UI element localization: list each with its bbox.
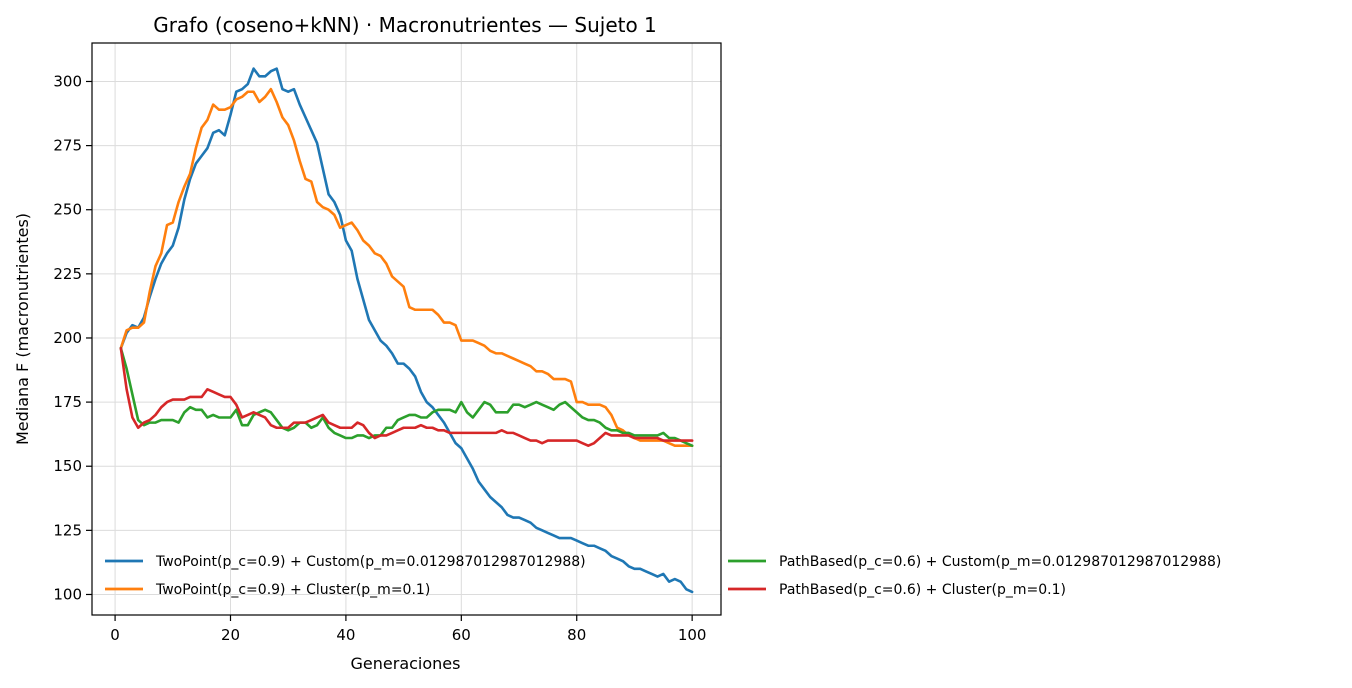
y-tick-label: 250 xyxy=(53,201,82,219)
y-tick-label: 200 xyxy=(53,329,82,347)
legend-item-2: TwoPoint(p_c=0.9) + Cluster(p_m=0.1) xyxy=(105,582,430,598)
y-tick-label: 150 xyxy=(53,457,82,475)
x-tick-label: 20 xyxy=(221,626,240,644)
series-line-2 xyxy=(119,87,694,448)
y-tick-label: 125 xyxy=(53,521,82,539)
legend-label: PathBased(p_c=0.6) + Cluster(p_m=0.1) xyxy=(779,582,1066,598)
legend-item-4: PathBased(p_c=0.6) + Cluster(p_m=0.1) xyxy=(728,582,1066,598)
axis-ticks: 0 20 40 60 80 100 100 125 150 175 200 225 250 275 300 xyxy=(53,72,706,644)
grid xyxy=(92,43,721,615)
y-tick-label: 175 xyxy=(53,393,82,411)
y-tick-label: 275 xyxy=(53,137,82,155)
legend-item-3: PathBased(p_c=0.6) + Custom(p_m=0.012987… xyxy=(728,554,1221,570)
plot-frame xyxy=(91,42,722,616)
legend-label: PathBased(p_c=0.6) + Custom(p_m=0.012987… xyxy=(779,554,1221,570)
y-tick-label: 100 xyxy=(53,585,82,603)
x-tick-label: 0 xyxy=(110,626,120,644)
series-line-3 xyxy=(119,346,694,448)
legend-label: TwoPoint(p_c=0.9) + Cluster(p_m=0.1) xyxy=(155,582,430,598)
x-tick-label: 80 xyxy=(567,626,586,644)
series-line-4 xyxy=(119,346,694,448)
legend-item-1: TwoPoint(p_c=0.9) + Custom(p_m=0.0129870… xyxy=(105,554,586,570)
x-tick-label: 100 xyxy=(678,626,707,644)
legend: TwoPoint(p_c=0.9) + Custom(p_m=0.0129870… xyxy=(105,554,1221,598)
series-line-1 xyxy=(119,67,694,594)
chart-title: Grafo (coseno+kNN) · Macronutrientes — S… xyxy=(153,13,657,37)
legend-label: TwoPoint(p_c=0.9) + Custom(p_m=0.0129870… xyxy=(155,554,586,570)
series-lines xyxy=(119,67,694,594)
y-axis-label: Mediana F (macronutrientes) xyxy=(13,213,32,445)
y-tick-label: 300 xyxy=(53,72,82,90)
x-tick-label: 40 xyxy=(336,626,355,644)
x-axis-label: Generaciones xyxy=(351,654,461,673)
y-tick-label: 225 xyxy=(53,265,82,283)
x-tick-label: 60 xyxy=(452,626,471,644)
